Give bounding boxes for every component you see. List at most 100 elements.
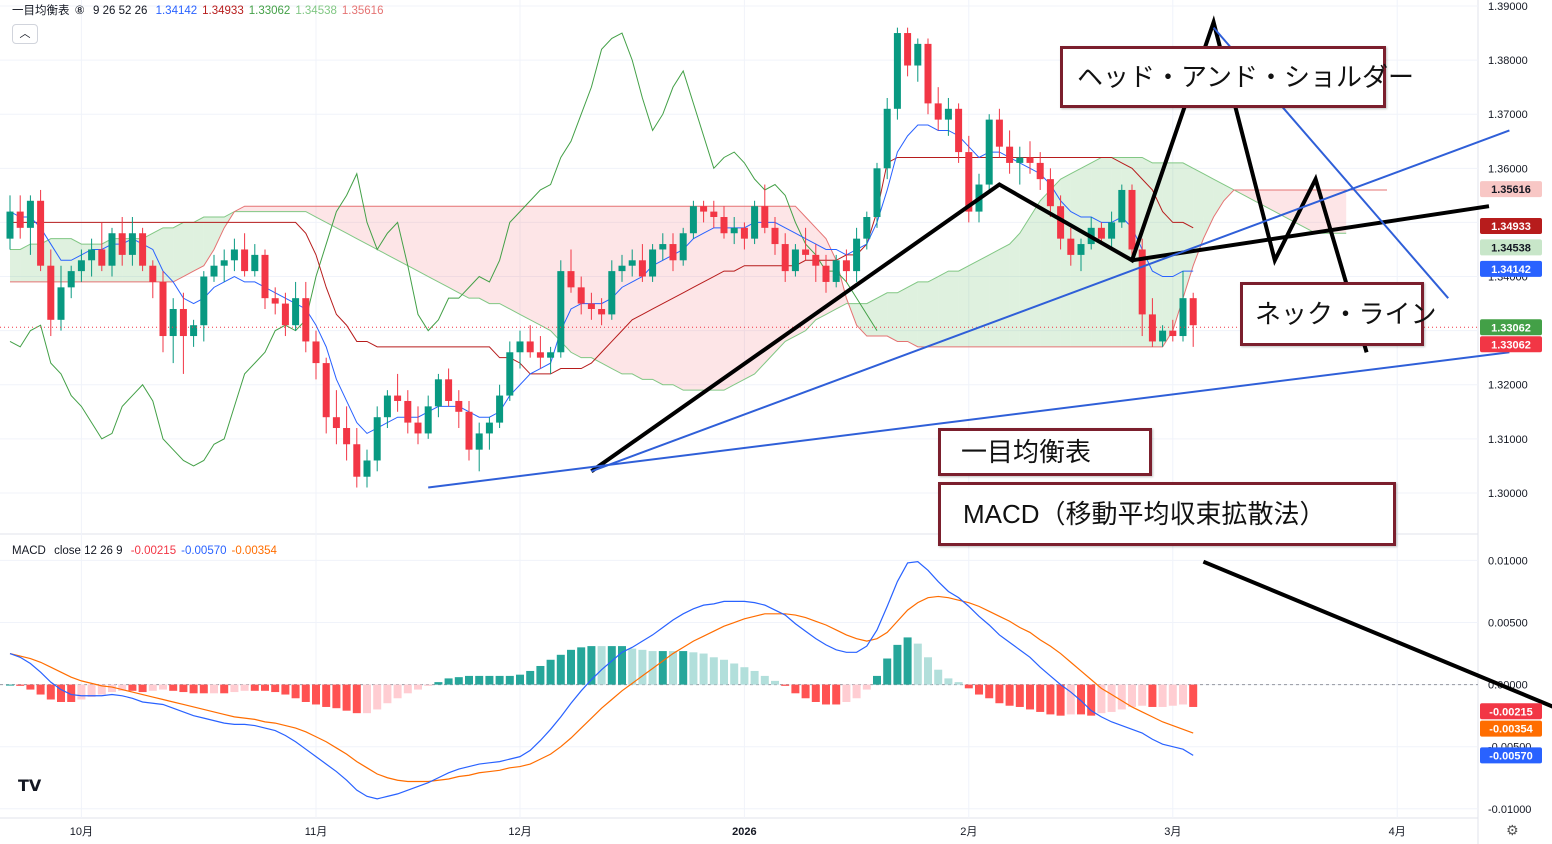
macd-histogram-bar: [873, 675, 881, 685]
macd-histogram-bar: [1087, 684, 1096, 716]
candle-body: [985, 119, 993, 185]
candle-body: [802, 249, 810, 255]
macd-histogram-bar: [424, 684, 433, 686]
price-tick-label: 1.37000: [1488, 109, 1528, 121]
macd-histogram-bar: [465, 675, 473, 685]
cloud-segment: [418, 206, 429, 277]
ichimoku-cloud: [10, 157, 1347, 391]
macd-histogram-bar: [230, 684, 239, 693]
candle-body: [1057, 206, 1065, 239]
candle-body: [720, 217, 728, 234]
senkou-span-a: [10, 156, 1347, 391]
price-label: 1.33062: [1491, 339, 1531, 351]
cloud-segment: [713, 206, 724, 391]
cloud-segment: [428, 206, 439, 282]
cloud-segment: [540, 206, 551, 331]
candle-body: [934, 103, 942, 120]
macd-histogram-bar: [210, 684, 218, 694]
price-label-bg: [1480, 218, 1542, 235]
cloud-segment: [989, 249, 1000, 347]
cloud-segment: [1285, 189, 1296, 223]
macd-histogram-bar: [607, 646, 616, 685]
candle-body: [424, 406, 432, 434]
cloud-segment: [458, 206, 469, 299]
macd-histogram-bar: [638, 649, 647, 685]
cloud-segment: [367, 206, 378, 250]
cloud-segment: [1101, 157, 1112, 347]
price-tick-label: 1.38000: [1488, 55, 1528, 67]
macd-price-label: -0.00570: [1489, 750, 1532, 762]
ichimoku-legend-value: 1.34538: [295, 5, 337, 17]
candle-body: [1026, 157, 1034, 163]
gear-icon[interactable]: ⚙: [1506, 822, 1519, 838]
macd-histogram-bar: [944, 678, 953, 685]
macd-histogram-bar: [587, 646, 596, 685]
macd-histogram-bar: [618, 646, 626, 685]
candle-body: [771, 227, 779, 245]
zigzag: [590, 15, 1369, 473]
candle-body: [1128, 189, 1136, 250]
cloud-segment: [856, 303, 867, 337]
cloud-segment: [1060, 173, 1071, 347]
cloud-segment: [173, 222, 184, 282]
candle-body: [434, 379, 442, 407]
time-tick-label: 11月: [305, 826, 327, 838]
cloud-segment: [265, 206, 276, 212]
cloud-segment: [601, 206, 612, 369]
ichimoku-legend-value: 1.33062: [248, 5, 291, 17]
candle-body: [955, 108, 963, 153]
candle-body: [445, 379, 453, 401]
macd-histogram-bar: [536, 665, 545, 685]
candle-body: [679, 233, 687, 261]
cloud-segment: [326, 206, 337, 228]
candle-body: [516, 341, 524, 353]
cloud-segment: [652, 206, 663, 385]
neckline: [1131, 204, 1490, 263]
candle-body: [98, 249, 106, 266]
ichimoku-legend-value: 1.34933: [202, 5, 244, 17]
macd-histogram-bar: [495, 675, 504, 685]
macd-histogram-bar: [1128, 684, 1136, 707]
cloud-segment: [530, 206, 541, 326]
chevron-up-icon[interactable]: ︿: [12, 24, 38, 44]
head-and-shoulders-label: ヘッド・アンド・ショルダー: [1060, 46, 1414, 108]
candle-body: [1016, 157, 1024, 163]
macd-histogram-bar: [403, 684, 412, 694]
cloud-segment: [346, 206, 357, 239]
cloud-segment: [662, 206, 673, 385]
candle-body: [47, 265, 55, 320]
cloud-segment: [1193, 168, 1204, 266]
price-label-bg: [1480, 319, 1542, 336]
cloud-segment: [1040, 189, 1051, 347]
cloud-segment: [295, 206, 306, 212]
macd-price-label-bg: [1480, 747, 1542, 764]
cloud-segment: [20, 244, 31, 282]
macd-histogram-bar: [1168, 684, 1177, 706]
candle-body: [557, 271, 565, 353]
candle-body: [190, 325, 198, 337]
cloud-segment: [815, 227, 826, 320]
cloud-segment: [581, 206, 592, 358]
candle-body: [649, 249, 657, 277]
candle-body: [944, 108, 952, 120]
macd-histogram-bar: [689, 652, 698, 685]
cloud-segment: [479, 206, 490, 304]
macd-histogram-bar: [771, 680, 779, 685]
candle-body: [383, 395, 391, 418]
cloud-segment: [764, 206, 775, 364]
macd-histogram-bar: [434, 682, 443, 685]
candle-body: [618, 265, 626, 272]
cloud-segment: [785, 206, 796, 342]
cloud-segment: [1172, 162, 1183, 331]
macd-histogram-bar: [975, 684, 983, 695]
candle-body: [700, 206, 708, 212]
ichimoku-legend: 一目均衡表 ⑧ 9 26 52 26 1.34142 1.34933 1.33062 1…: [12, 2, 393, 18]
cloud-segment: [1274, 189, 1285, 218]
candle-body: [251, 254, 259, 272]
cloud-segment: [968, 260, 979, 347]
cloud-segment: [1264, 189, 1275, 212]
macd-histogram-bar: [1015, 684, 1024, 707]
macd-histogram-bar: [964, 684, 973, 689]
time-tick-label: 3月: [1164, 826, 1181, 838]
